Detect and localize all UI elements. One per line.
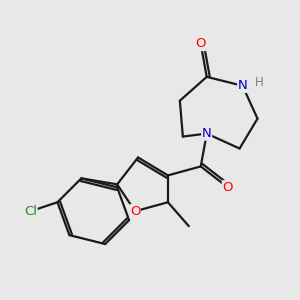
Text: N: N bbox=[202, 127, 211, 140]
Text: N: N bbox=[238, 79, 248, 92]
Text: O: O bbox=[130, 205, 140, 218]
Text: H: H bbox=[255, 76, 263, 89]
Text: O: O bbox=[196, 38, 206, 50]
Text: Cl: Cl bbox=[24, 205, 37, 218]
Text: O: O bbox=[222, 181, 233, 194]
